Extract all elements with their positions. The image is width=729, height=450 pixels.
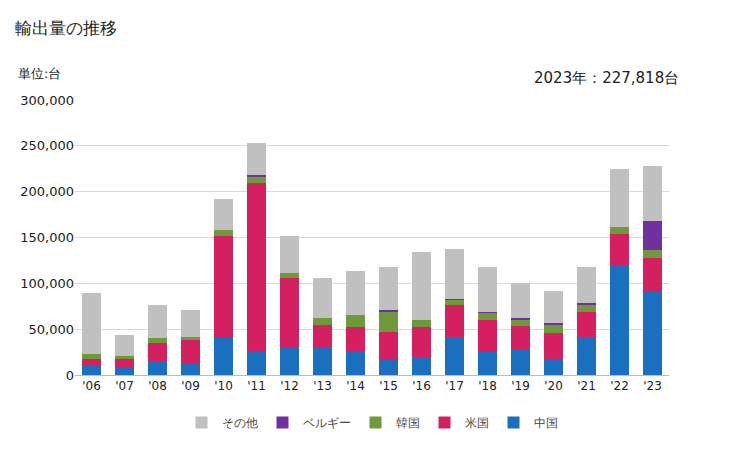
svg-text:'08: '08 — [148, 379, 167, 393]
svg-text:'20: '20 — [544, 379, 563, 393]
svg-text:'12: '12 — [280, 379, 299, 393]
svg-text:'10: '10 — [214, 379, 233, 393]
svg-text:100,000: 100,000 — [20, 276, 74, 291]
svg-text:その他: その他 — [222, 416, 258, 430]
svg-text:米国: 米国 — [465, 416, 489, 430]
svg-text:'14: '14 — [346, 379, 365, 393]
svg-text:'22: '22 — [610, 379, 629, 393]
svg-text:300,000: 300,000 — [20, 93, 74, 108]
svg-text:'16: '16 — [412, 379, 431, 393]
svg-text:'19: '19 — [511, 379, 530, 393]
svg-text:韓国: 韓国 — [396, 416, 420, 430]
svg-text:50,000: 50,000 — [29, 322, 75, 337]
svg-text:2023年：227,818台: 2023年：227,818台 — [534, 69, 679, 87]
svg-text:'13: '13 — [313, 379, 332, 393]
svg-text:150,000: 150,000 — [20, 230, 74, 245]
svg-text:輸出量の推移: 輸出量の推移 — [15, 18, 117, 38]
svg-text:'21: '21 — [577, 379, 596, 393]
svg-text:'18: '18 — [478, 379, 497, 393]
svg-text:0: 0 — [66, 368, 74, 383]
svg-text:'06: '06 — [82, 379, 101, 393]
svg-text:単位:台: 単位:台 — [18, 66, 61, 81]
svg-text:'15: '15 — [379, 379, 398, 393]
svg-text:中国: 中国 — [534, 416, 558, 430]
svg-text:'11: '11 — [247, 379, 266, 393]
svg-text:'09: '09 — [181, 379, 200, 393]
svg-text:'07: '07 — [115, 379, 134, 393]
svg-text:250,000: 250,000 — [20, 138, 74, 153]
svg-text:ベルギー: ベルギー — [303, 416, 351, 430]
svg-text:'23: '23 — [643, 379, 662, 393]
svg-text:200,000: 200,000 — [20, 184, 74, 199]
svg-text:'17: '17 — [445, 379, 464, 393]
